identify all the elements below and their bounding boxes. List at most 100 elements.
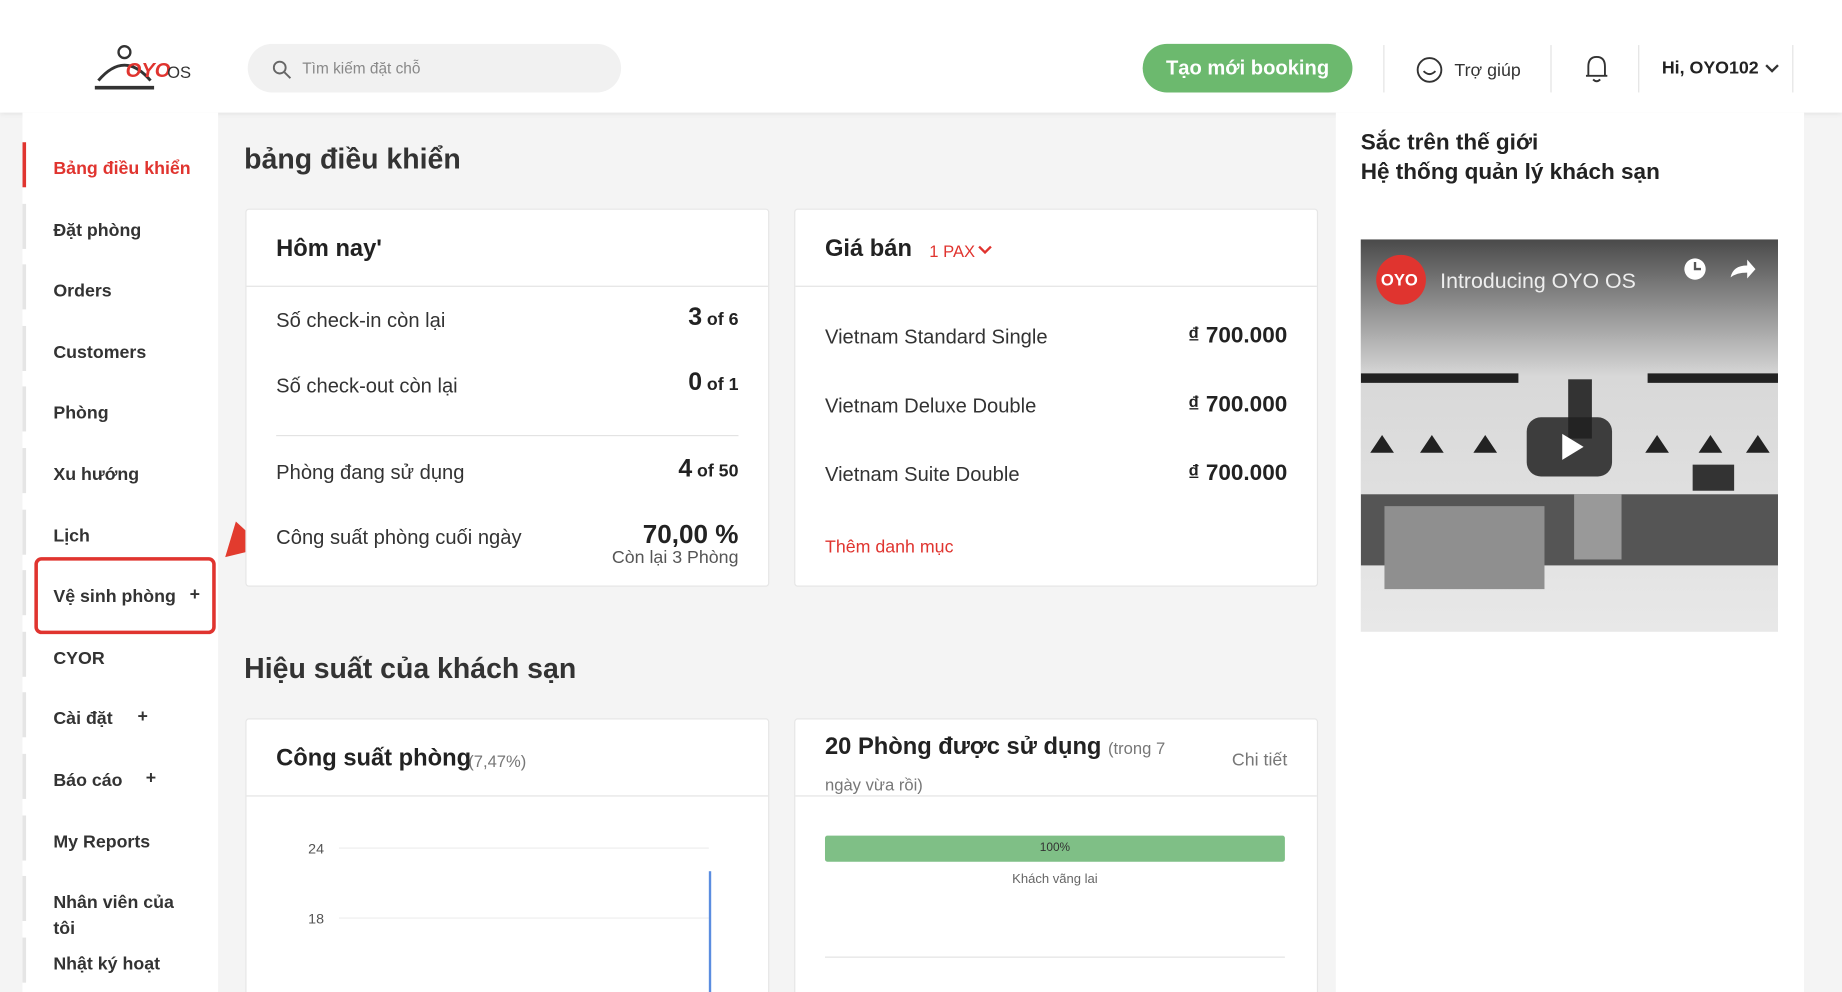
- grid-line: [339, 847, 709, 849]
- occupancy-value: 70,00 %: [642, 519, 739, 549]
- item-label: Báo cáo: [53, 770, 123, 791]
- item-label: Orders: [53, 281, 112, 302]
- price-value: ₫ 700.000: [1188, 392, 1288, 418]
- y-tick-label: 18: [308, 910, 325, 927]
- header: OYO OS Tìm kiếm đặt chỗ Tạo mới booking …: [0, 0, 1842, 113]
- item-label: Đặt phòng: [53, 219, 142, 241]
- progress-bar: 100%: [824, 835, 1285, 862]
- detail-link[interactable]: Chi tiết: [1231, 750, 1288, 771]
- item-accent: [22, 142, 27, 188]
- item-accent: [22, 753, 27, 799]
- item-label: Vệ sinh phòng: [53, 586, 176, 608]
- search-placeholder: Tìm kiếm đặt chỗ: [302, 59, 421, 78]
- card-title: Hôm nay': [276, 235, 382, 262]
- divider: [1638, 45, 1640, 93]
- price-label: Vietnam Deluxe Double: [824, 394, 1037, 418]
- divider: [824, 956, 1285, 958]
- price-value: ₫ 700.000: [1188, 461, 1288, 486]
- user-menu[interactable]: Hi, OYO102: [1661, 58, 1759, 79]
- item-label: Nhân viên của tôi: [53, 892, 174, 940]
- add-category[interactable]: Thêm danh mục: [824, 536, 954, 558]
- search[interactable]: Tìm kiếm đặt chỗ: [247, 43, 622, 93]
- search-icon: [272, 60, 292, 79]
- pax-select[interactable]: 1 PAX: [929, 241, 976, 261]
- divider: [795, 795, 1317, 797]
- item-label: Cài đặt: [53, 709, 113, 730]
- card-note: (trong 7 ngày vừa rồi): [824, 738, 1166, 795]
- page-title: bảng điều khiển: [244, 143, 461, 176]
- item-label: Customers: [53, 342, 147, 363]
- rooms-title: 20 Phòng được sử dụng: [824, 733, 1102, 760]
- item-accent: [22, 386, 27, 432]
- panel-line: Hệ thống quản lý khách sạn: [1360, 160, 1660, 185]
- item-label: Phòng: [53, 403, 109, 424]
- video[interactable]: OYO Introducing OYO OS: [1360, 239, 1778, 632]
- item-label: Nhật ký hoạt: [53, 953, 161, 975]
- divider: [276, 435, 739, 437]
- divider: [795, 285, 1317, 287]
- occupancy-note: Còn lại 3 Phòng: [611, 547, 739, 568]
- item-accent: [22, 815, 27, 861]
- line: [708, 871, 712, 992]
- divider: [1792, 45, 1794, 93]
- card-title: Giá bán: [824, 235, 912, 262]
- divider: [246, 795, 769, 797]
- item-label: Lịch: [53, 525, 90, 546]
- price-card: Giá bán 1 PAX Thêm danh mục Vietnam Stan…: [794, 208, 1319, 587]
- right-panel: Sắc trên thế giới Hệ thống quản lý khách…: [1335, 112, 1805, 992]
- row-label: Số check-out còn lại: [276, 374, 458, 398]
- divider: [1383, 45, 1385, 93]
- card-title: 20 Phòng được sử dụng (trong 7 ngày vừa …: [825, 729, 1204, 802]
- item-label: Bảng điều khiển: [53, 158, 191, 179]
- item-accent: [22, 448, 27, 494]
- item-accent: [22, 937, 27, 983]
- section-title: Hiệu suất của khách sạn: [244, 653, 577, 686]
- chevron: [1765, 64, 1779, 73]
- video-scene: [1360, 254, 1778, 590]
- occupancy-card: Công suất phòng (7,47%) 24 18: [245, 718, 770, 992]
- of: of 6: [706, 309, 739, 330]
- item-accent: [22, 264, 27, 310]
- price-label: Vietnam Suite Double: [824, 463, 1020, 486]
- item-label: Xu hướng: [53, 464, 140, 485]
- row-value: 0 of 1: [688, 369, 738, 397]
- price-value: ₫ 700.000: [1188, 323, 1288, 349]
- item-accent: [22, 509, 27, 555]
- item-accent: [22, 203, 27, 249]
- sidebar: [22, 112, 219, 992]
- item-accent: [22, 570, 27, 616]
- item-label: CYOR: [53, 648, 105, 669]
- item-accent: [22, 692, 27, 738]
- expand-icon: +: [145, 768, 157, 789]
- bell-icon[interactable]: [1584, 53, 1610, 84]
- logo-icon: [94, 45, 155, 90]
- video-logo: OYO: [1380, 270, 1418, 290]
- rooms-card: 20 Phòng được sử dụng (trong 7 ngày vừa …: [794, 718, 1319, 992]
- video-title: Introducing OYO OS: [1440, 269, 1636, 293]
- value: 0: [688, 368, 703, 396]
- value: 4: [678, 455, 693, 483]
- item-accent: [22, 631, 27, 677]
- divider: [1550, 45, 1552, 93]
- divider: [246, 285, 769, 287]
- grid-line: [339, 917, 709, 919]
- help-icon: [1416, 57, 1443, 83]
- new-booking-button[interactable]: Tạo mới booking: [1142, 43, 1353, 93]
- of: of 1: [706, 374, 739, 395]
- row-label: Số check-in còn lại: [276, 309, 446, 332]
- card-title: Công suất phòng: [276, 745, 472, 772]
- today-card: Hôm nay' Công suất phòng cuối ngày 70,00…: [245, 208, 770, 587]
- row-label: Phòng đang sử dụng: [276, 461, 465, 484]
- logo: OYO: [125, 59, 171, 82]
- value: 3: [688, 303, 703, 331]
- chevron: [978, 245, 992, 255]
- row-value: 4 of 50: [678, 455, 738, 483]
- card-note: (7,47%): [468, 751, 527, 771]
- occupancy-label: Công suất phòng cuối ngày: [276, 526, 522, 549]
- item-label: My Reports: [53, 831, 151, 852]
- y-tick-label: 24: [308, 840, 325, 857]
- expand-icon: +: [137, 706, 148, 728]
- item-accent: [22, 325, 27, 371]
- help[interactable]: Trợ giúp: [1454, 60, 1521, 81]
